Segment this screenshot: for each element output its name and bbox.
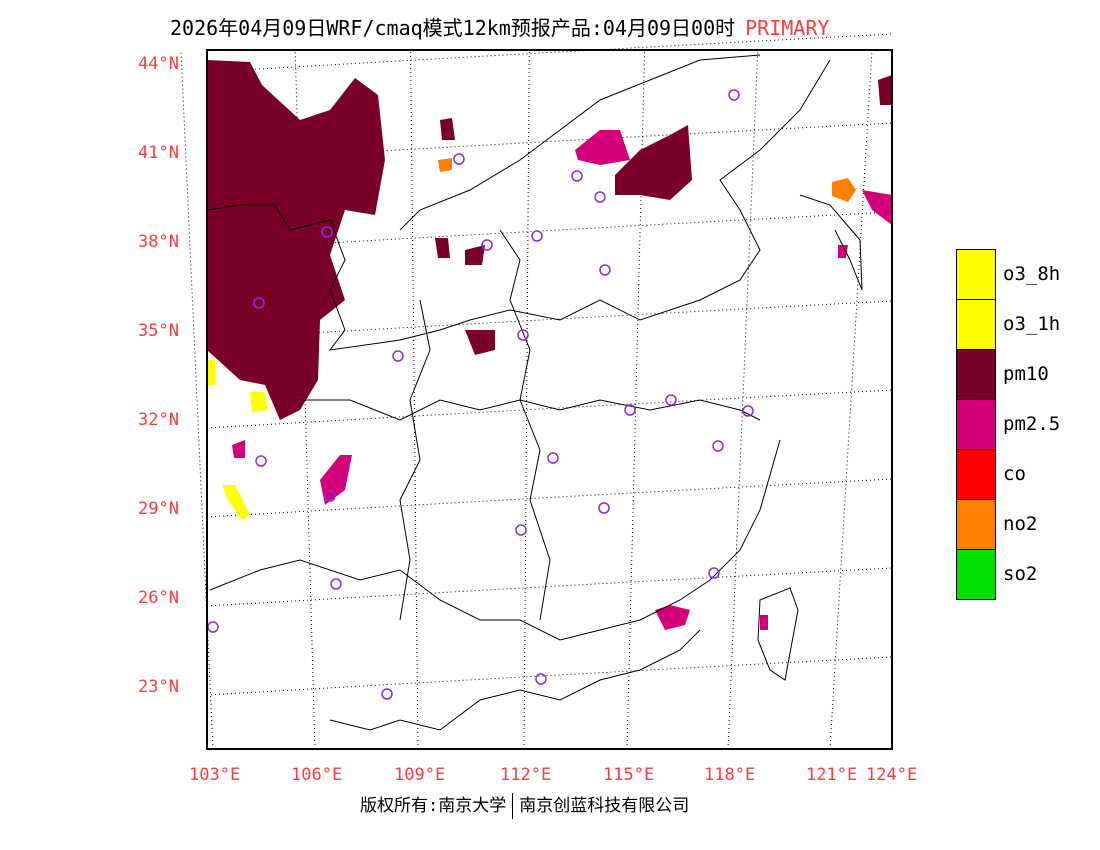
legend-label: o3_1h	[1003, 313, 1061, 335]
longitude-line	[410, 49, 419, 750]
lon-label: 121°E	[806, 765, 858, 785]
station-marker	[207, 621, 219, 633]
station-marker	[665, 394, 677, 406]
lon-label: 124°E	[866, 765, 918, 785]
station-marker	[517, 329, 529, 341]
station-marker	[515, 524, 527, 536]
legend-swatch	[956, 249, 996, 299]
legend-item: pm2.5	[956, 399, 1060, 449]
latitude-line	[206, 122, 893, 162]
pm25-regions	[232, 130, 892, 630]
station-marker	[381, 688, 393, 700]
station-marker	[453, 153, 465, 165]
lat-label: 32°N	[138, 410, 179, 430]
station-marker	[324, 490, 336, 502]
lat-label: 35°N	[138, 321, 179, 341]
pm10-regions	[207, 60, 892, 420]
lat-label: 23°N	[138, 677, 179, 697]
latitude-line	[206, 656, 893, 696]
latitude-line	[206, 478, 893, 518]
station-marker	[255, 455, 267, 467]
title-tag: PRIMARY	[745, 16, 830, 40]
legend-label: pm10	[1003, 363, 1049, 385]
legend-item: o3_8h	[956, 249, 1060, 299]
title-text: 2026年04月09日WRF/cmaq模式12km预报产品:04月09日00时	[170, 16, 736, 40]
station-marker	[571, 170, 583, 182]
legend-item: so2	[956, 548, 1060, 600]
legend: o3_8h o3_1h pm10 pm2.5 co no2 so2	[956, 249, 1060, 600]
station-marker	[742, 405, 754, 417]
legend-swatch	[956, 449, 996, 499]
station-marker	[624, 404, 636, 416]
copyright-footer: 版权所有:南京大学 南京创蓝科技有限公司	[360, 791, 689, 819]
station-marker	[599, 264, 611, 276]
legend-item: no2	[956, 499, 1060, 549]
longitude-line	[523, 49, 530, 750]
station-marker	[728, 89, 740, 101]
longitude-line	[727, 49, 759, 750]
longitude-line	[626, 49, 646, 750]
map-frame	[206, 49, 893, 750]
legend-item: co	[956, 449, 1060, 499]
latitude-line	[206, 300, 893, 340]
legend-label: co	[1003, 463, 1026, 485]
lon-label: 112°E	[500, 765, 552, 785]
legend-swatch	[956, 349, 996, 399]
legend-item: pm10	[956, 349, 1060, 399]
station-marker	[392, 350, 404, 362]
station-marker	[321, 226, 333, 238]
station-marker	[531, 230, 543, 242]
lat-label: 41°N	[138, 143, 179, 163]
lat-label: 44°N	[138, 54, 179, 74]
legend-swatch	[956, 299, 996, 349]
station-marker	[598, 502, 610, 514]
latitude-line	[206, 389, 893, 429]
station-markers	[207, 89, 754, 700]
no2-regions	[438, 158, 856, 202]
station-marker	[547, 452, 559, 464]
station-marker	[253, 297, 265, 309]
copyright-right: 南京创蓝科技有限公司	[519, 796, 690, 816]
o3-regions	[207, 360, 268, 520]
map-title: 2026年04月09日WRF/cmaq模式12km预报产品:04月09日00时 P…	[170, 12, 829, 41]
lon-label: 115°E	[603, 765, 655, 785]
latitude-line	[206, 211, 893, 251]
legend-swatch	[956, 548, 996, 600]
station-marker	[712, 440, 724, 452]
footer-divider	[512, 793, 514, 819]
legend-label: o3_8h	[1003, 263, 1061, 285]
lat-label: 26°N	[138, 588, 179, 608]
legend-label: so2	[1003, 563, 1038, 585]
station-marker	[330, 578, 342, 590]
copyright-left: 版权所有:南京大学	[360, 796, 507, 816]
station-marker	[481, 239, 493, 251]
station-marker	[535, 673, 547, 685]
lat-label: 29°N	[138, 499, 179, 519]
station-marker	[708, 567, 720, 579]
legend-swatch	[956, 399, 996, 449]
lon-label: 103°E	[189, 765, 241, 785]
latitude-line	[206, 567, 893, 607]
legend-label: no2	[1003, 513, 1038, 535]
legend-label: pm2.5	[1003, 413, 1061, 435]
latitude-line	[206, 33, 893, 73]
lon-label: 118°E	[704, 765, 756, 785]
legend-swatch	[956, 499, 996, 549]
longitude-line	[829, 49, 873, 750]
lat-label: 38°N	[138, 232, 179, 252]
lon-label: 106°E	[291, 765, 343, 785]
station-marker	[594, 191, 606, 203]
lon-label: 109°E	[394, 765, 446, 785]
legend-item: o3_1h	[956, 299, 1060, 349]
boundaries	[206, 54, 863, 731]
longitude-line	[294, 49, 316, 750]
